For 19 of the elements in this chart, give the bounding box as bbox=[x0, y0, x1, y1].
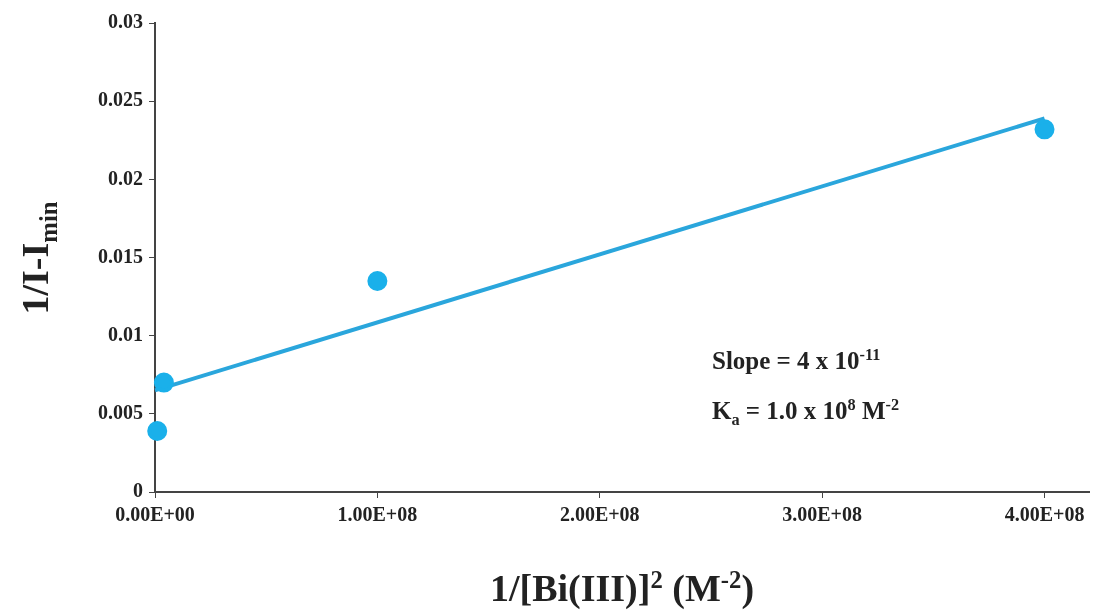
x-tick-label: 0.00E+00 bbox=[115, 503, 195, 526]
x-tick-label: 4.00E+08 bbox=[1004, 503, 1085, 526]
annotation: Slope = 4 x 10$^{-11}$ bbox=[712, 345, 882, 377]
y-tick-label: 0.02 bbox=[108, 166, 143, 189]
y-tick-label: 0.025 bbox=[98, 88, 143, 111]
y-tick-label: 0.01 bbox=[108, 322, 143, 345]
x-tick-label: 3.00E+08 bbox=[782, 503, 863, 526]
point bbox=[367, 270, 388, 291]
point bbox=[147, 421, 168, 442]
y-tick-label: 0.015 bbox=[98, 244, 143, 267]
annotation: K$_{a}$ = 1.0 x 10$^{8}$ M$^{-2}$ bbox=[712, 395, 900, 432]
y-tick-label: 0.03 bbox=[108, 10, 143, 33]
point bbox=[153, 372, 174, 393]
y-tick-label: 0.005 bbox=[98, 401, 143, 424]
y-tick-label: 0 bbox=[133, 479, 143, 502]
x-tick-label: 1.00E+08 bbox=[337, 503, 418, 526]
point bbox=[1034, 119, 1055, 140]
x-axis-title: 1/[Bi(III)]$^{2}$ (M$^{-2}$) bbox=[489, 565, 755, 611]
x-tick-label: 2.00E+08 bbox=[559, 503, 640, 526]
